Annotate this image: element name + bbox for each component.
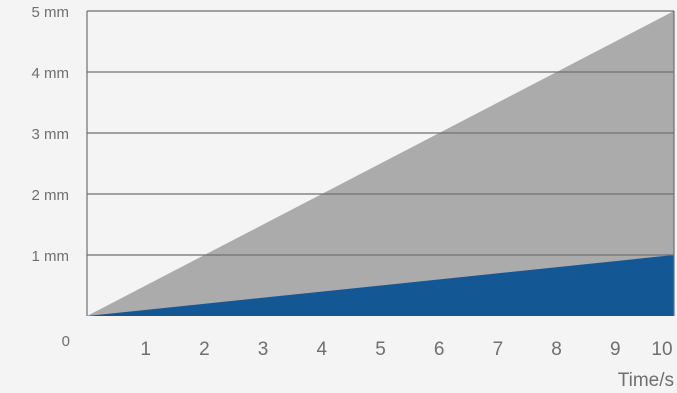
y-tick-label: 0 [62, 333, 70, 350]
x-tick-label: 9 [610, 339, 621, 360]
y-tick-label: 1 mm [32, 248, 70, 265]
area-series-group [87, 11, 674, 316]
x-tick-label: 3 [258, 339, 269, 360]
x-tick-label: 8 [551, 339, 562, 360]
x-tick-label: 2 [199, 339, 210, 360]
gridlines [86, 10, 675, 316]
y-tick-label: 3 mm [32, 126, 70, 143]
area-series-1 [87, 11, 674, 316]
y-tick-label: 2 mm [32, 187, 70, 204]
area-series-2 [87, 255, 674, 316]
x-tick-label: 5 [375, 339, 386, 360]
x-tick-label: 4 [317, 339, 328, 360]
x-axis-label: Time/s [618, 370, 674, 391]
x-tick-label: 6 [434, 339, 445, 360]
y-tick-label: 4 mm [32, 65, 70, 82]
y-tick-label: 5 mm [32, 4, 70, 21]
x-tick-label: 10 [651, 339, 672, 360]
x-tick-label: 1 [140, 339, 151, 360]
x-tick-labels: 1 2 3 4 5 6 7 8 9 10 [140, 339, 672, 360]
y-tick-labels: 0 1 mm 2 mm 3 mm 4 mm 5 mm [32, 4, 71, 350]
x-tick-label: 7 [493, 339, 504, 360]
